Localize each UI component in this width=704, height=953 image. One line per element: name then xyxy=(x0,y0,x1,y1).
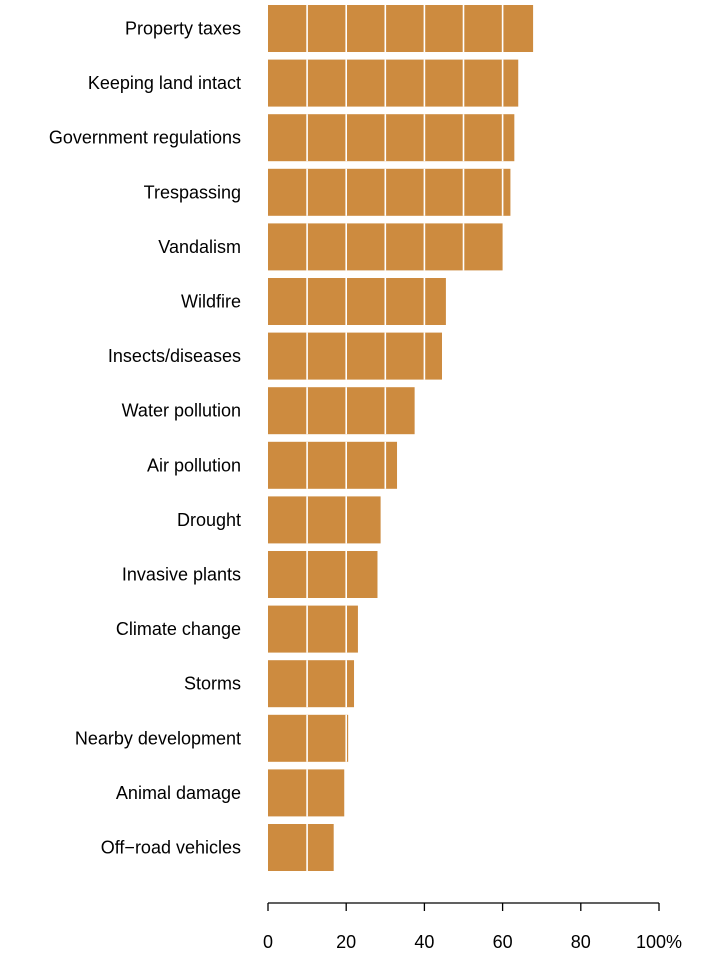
bar-insects-diseases xyxy=(268,332,442,380)
category-label-trespassing: Trespassing xyxy=(144,182,241,202)
x-axis-ticks: 0 20 40 60 80 100% xyxy=(263,903,682,952)
category-label-animal-damage: Animal damage xyxy=(116,783,241,803)
category-label-vandalism: Vandalism xyxy=(158,237,241,257)
bar-climate-change xyxy=(268,605,358,653)
bar-government-regulations xyxy=(268,114,515,162)
x-tick-label: 0 xyxy=(263,932,273,952)
x-tick-label: 100% xyxy=(636,932,682,952)
category-label-insects-diseases: Insects/diseases xyxy=(108,346,241,366)
bar-trespassing xyxy=(268,168,511,216)
x-tick-label: 40 xyxy=(414,932,434,952)
category-label-invasive-plants: Invasive plants xyxy=(122,565,241,585)
category-label-property-taxes: Property taxes xyxy=(125,19,241,39)
category-label-climate-change: Climate change xyxy=(116,619,241,639)
bar-water-pollution xyxy=(268,387,415,435)
bar-storms xyxy=(268,660,355,708)
x-tick-label: 20 xyxy=(336,932,356,952)
bar-property-taxes xyxy=(268,5,534,52)
bar-off-road-vehicles xyxy=(268,824,334,871)
bar-drought xyxy=(268,496,381,544)
x-axis: 0 20 40 60 80 100% xyxy=(263,902,682,952)
category-label-storms: Storms xyxy=(184,674,241,694)
bar-keeping-land-intact xyxy=(268,59,519,107)
category-label-nearby-development: Nearby development xyxy=(75,728,241,748)
bar-nearby-development xyxy=(268,714,349,762)
x-tick-label: 80 xyxy=(571,932,591,952)
x-tick-label: 60 xyxy=(493,932,513,952)
category-label-government-regulations: Government regulations xyxy=(49,128,241,148)
category-label-wildfire: Wildfire xyxy=(181,292,241,312)
category-label-water-pollution: Water pollution xyxy=(122,401,241,421)
category-label-drought: Drought xyxy=(177,510,241,530)
bar-invasive-plants xyxy=(268,551,378,598)
bar-gridlines-group xyxy=(306,5,504,871)
category-label-air-pollution: Air pollution xyxy=(147,455,241,475)
category-label-keeping-land-intact: Keeping land intact xyxy=(88,73,241,93)
bar-air-pollution xyxy=(268,441,398,489)
bar-animal-damage xyxy=(268,769,345,817)
category-labels-group: Property taxes Keeping land intact Governm… xyxy=(49,19,241,858)
category-label-off-road-vehicles: Off−road vehicles xyxy=(101,838,241,858)
bar-wildfire xyxy=(268,278,446,325)
